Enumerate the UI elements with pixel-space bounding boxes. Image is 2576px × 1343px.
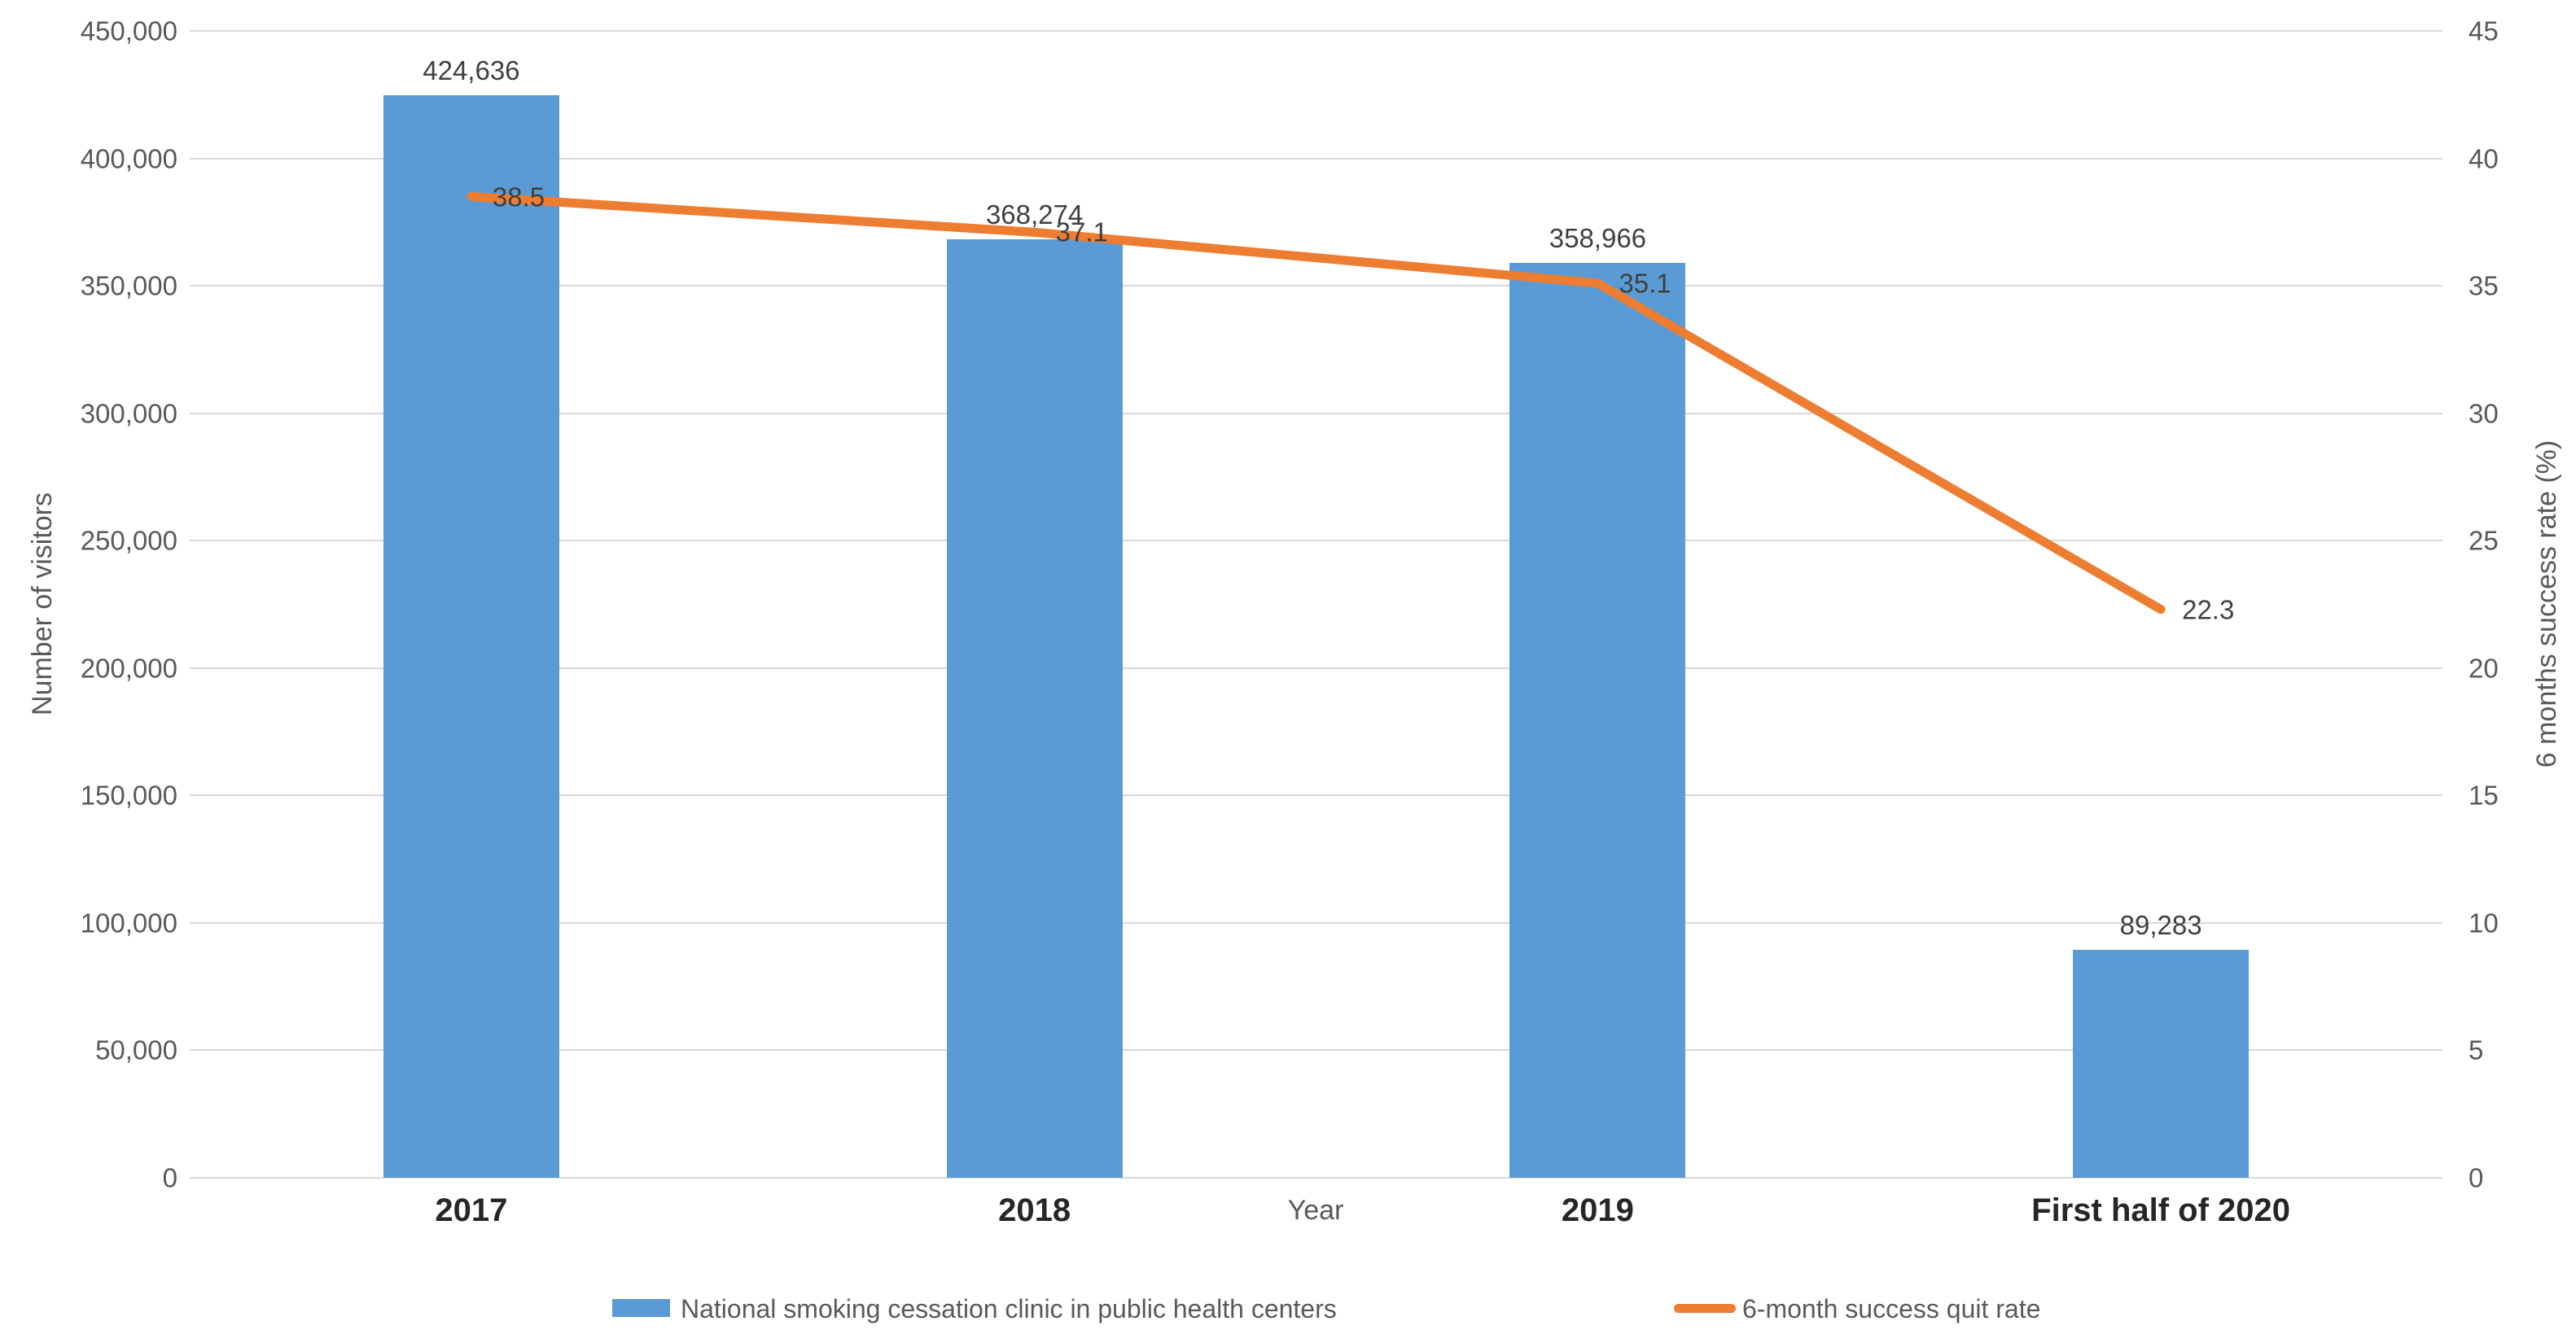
x-axis-category-label: 2019: [1561, 1192, 1634, 1228]
y-axis-tick-label: 150,000: [80, 780, 177, 811]
legend-label-bar-series: National smoking cessation clinic in pub…: [681, 1294, 1337, 1323]
x-axis-title: Year: [1287, 1195, 1344, 1226]
right-axis-title: 6 months success rate (%): [2531, 440, 2562, 768]
y-axis-tick-label: 300,000: [80, 398, 177, 429]
line-value-label: 22.3: [2182, 594, 2235, 625]
bar-value-label: 424,636: [423, 55, 520, 86]
x-axis-category-label: 2017: [435, 1192, 508, 1228]
line-value-label: 37.1: [1055, 217, 1108, 247]
y-axis-tick-label: 0: [162, 1162, 177, 1193]
gridline: [190, 1177, 2442, 1179]
bar-value-label: 368,274: [985, 199, 1084, 230]
left-axis-title: Number of visitors: [27, 492, 58, 715]
y2-axis-tick-label: 0: [2469, 1162, 2484, 1193]
gridline: [190, 794, 2442, 797]
y2-axis-tick-label: 15: [2469, 780, 2499, 811]
bar: [946, 238, 1123, 1178]
y2-axis-tick-label: 30: [2469, 398, 2499, 429]
y-axis-tick-label: 100,000: [80, 908, 177, 938]
y2-axis-tick-label: 5: [2469, 1035, 2484, 1065]
gridline: [190, 157, 2442, 160]
bar: [383, 95, 559, 1178]
y2-axis-tick-label: 35: [2469, 270, 2499, 301]
y-axis-tick-label: 350,000: [80, 270, 177, 301]
y2-axis-tick-label: 40: [2469, 143, 2499, 174]
y-axis-tick-label: 200,000: [80, 653, 177, 684]
bar: [1509, 263, 1686, 1178]
gridline: [190, 30, 2442, 32]
y2-axis-tick-label: 45: [2469, 15, 2499, 46]
y2-axis-tick-label: 25: [2469, 525, 2499, 556]
line-value-label: 38.5: [492, 182, 545, 212]
bar-value-label: 89,283: [2119, 910, 2202, 941]
gridline: [190, 667, 2442, 669]
gridline: [190, 921, 2442, 924]
legend-line-swatch: [1674, 1304, 1736, 1313]
legend-bar-swatch: [612, 1299, 670, 1317]
bar-value-label: 358,966: [1549, 223, 1647, 253]
y2-axis-tick-label: 20: [2469, 653, 2499, 684]
bar: [2073, 950, 2250, 1178]
x-axis-category-label: First half of 2020: [2031, 1192, 2291, 1228]
y2-axis-tick-label: 10: [2469, 908, 2499, 938]
y-axis-tick-label: 250,000: [80, 525, 177, 556]
gridline: [190, 1049, 2442, 1052]
y-axis-tick-label: 450,000: [80, 15, 177, 46]
x-axis-category-label: 2018: [998, 1192, 1071, 1228]
y-axis-tick-label: 400,000: [80, 143, 177, 174]
legend-label-line-series: 6-month success quit rate: [1742, 1294, 2041, 1323]
line-value-label: 35.1: [1619, 268, 1671, 299]
y-axis-tick-label: 50,000: [95, 1035, 177, 1065]
